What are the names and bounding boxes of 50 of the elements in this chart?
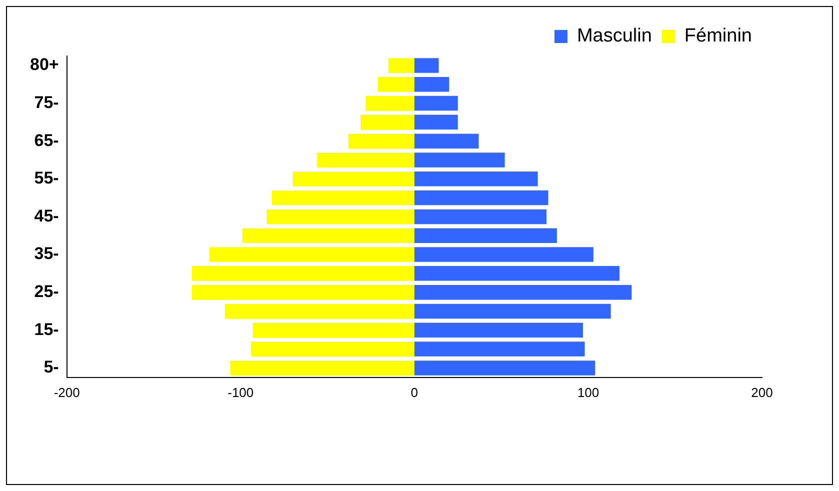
bar	[272, 190, 414, 206]
y-tick-label: 55-	[34, 168, 59, 188]
bar	[317, 152, 414, 168]
bar	[414, 360, 596, 376]
bar	[266, 209, 414, 224]
y-tick-label: 25-	[34, 282, 59, 302]
bar	[414, 342, 585, 356]
bar	[414, 96, 458, 111]
bar	[414, 76, 450, 92]
bar	[348, 134, 414, 148]
bar	[414, 284, 632, 300]
y-tick-label: 75-	[34, 92, 59, 112]
bar	[414, 152, 505, 168]
bar	[388, 58, 414, 73]
bar	[209, 247, 414, 262]
bar	[414, 58, 439, 73]
legend-label: Masculin	[576, 26, 652, 47]
bar	[360, 114, 414, 130]
x-tick-label: -200	[54, 384, 80, 400]
bar	[251, 342, 414, 356]
bar	[414, 190, 548, 206]
bar	[252, 322, 414, 338]
y-tick-label: 80+	[30, 55, 59, 74]
bar	[378, 76, 414, 92]
bar	[414, 172, 538, 186]
y-tick-label: 65-	[34, 130, 59, 150]
bar	[192, 284, 414, 300]
legend-label: Féminin	[684, 26, 752, 47]
bar	[414, 228, 557, 243]
x-tick-label: 200	[751, 384, 773, 400]
x-tick-label: -100	[228, 384, 254, 400]
bar	[242, 228, 414, 243]
bar	[414, 266, 620, 281]
y-tick-label: 5-	[44, 358, 59, 377]
bar	[414, 304, 611, 319]
bar	[414, 247, 594, 262]
y-tick-label: 35-	[34, 244, 59, 264]
x-tick-label: 0	[410, 384, 418, 400]
bar	[414, 134, 479, 148]
bar	[366, 96, 414, 111]
y-tick-label: 15-	[34, 320, 59, 339]
bar	[414, 209, 546, 224]
x-tick-label: 100	[577, 384, 600, 400]
y-tick-label: 45-	[34, 206, 59, 226]
bar	[414, 322, 583, 338]
bar	[230, 360, 414, 376]
bar	[414, 114, 458, 130]
bar	[292, 172, 414, 186]
bar	[192, 266, 414, 281]
bar	[224, 304, 414, 319]
